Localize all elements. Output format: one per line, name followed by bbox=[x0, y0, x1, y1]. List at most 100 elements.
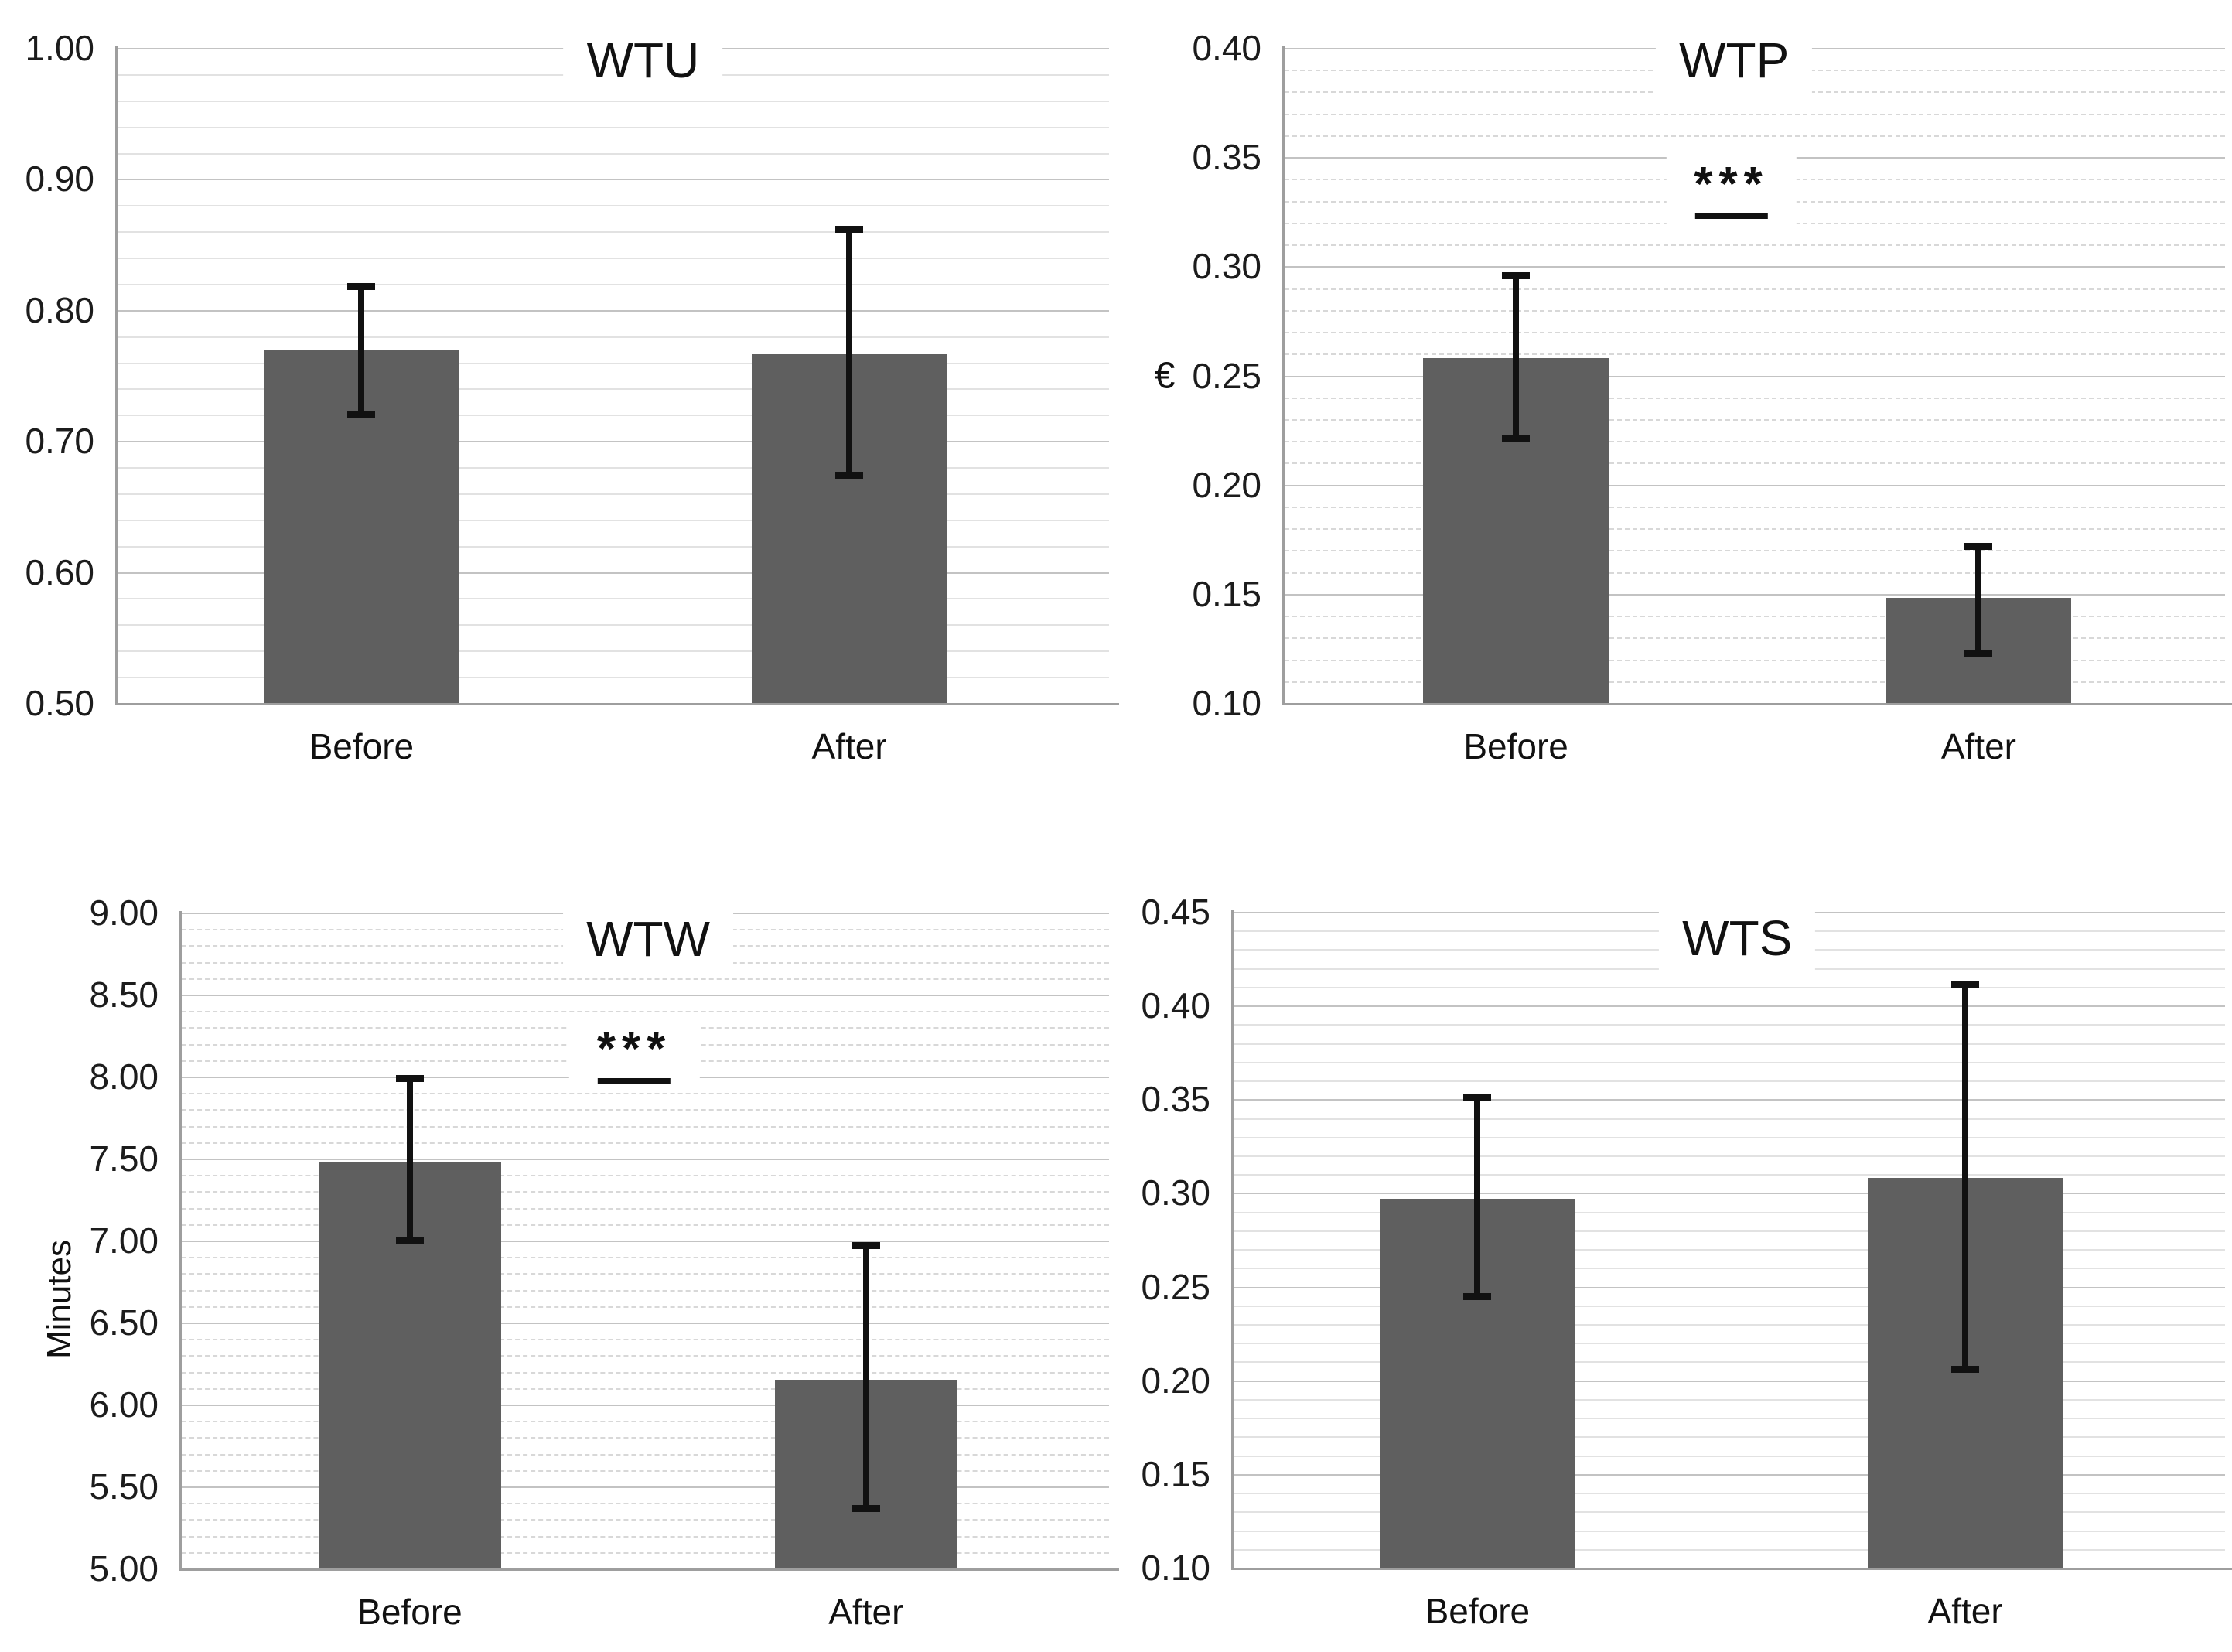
minor-gridline bbox=[1285, 332, 2225, 334]
minor-gridline bbox=[118, 545, 1109, 548]
minor-gridline bbox=[182, 1469, 1109, 1472]
minor-gridline bbox=[1234, 1155, 2225, 1157]
minor-gridline bbox=[182, 1109, 1109, 1111]
y-axis-tick-label: 0.25 bbox=[1141, 1266, 1210, 1307]
minor-gridline bbox=[182, 1289, 1109, 1292]
minor-gridline bbox=[182, 1306, 1109, 1308]
minor-gridline bbox=[1285, 659, 2225, 661]
y-axis-tick-label: 0.35 bbox=[1141, 1079, 1210, 1120]
significance-underline bbox=[1694, 213, 1768, 219]
y-axis-tick-label: 7.50 bbox=[89, 1138, 159, 1179]
minor-gridline bbox=[1234, 1136, 2225, 1138]
minor-gridline bbox=[182, 1191, 1109, 1193]
minor-gridline bbox=[1285, 397, 2225, 399]
minor-gridline bbox=[1234, 1361, 2225, 1364]
category-label-before: Before bbox=[1463, 726, 1568, 766]
minor-gridline bbox=[1234, 1418, 2225, 1420]
y-axis-tick-label: 8.50 bbox=[89, 974, 159, 1015]
minor-gridline bbox=[118, 650, 1109, 653]
major-gridline bbox=[182, 1405, 1109, 1406]
minor-gridline bbox=[182, 978, 1109, 980]
minor-gridline bbox=[1234, 1493, 2225, 1495]
chart-wtp: WTP *** € Before After 0.10 0.15 0.20 0.25 0… bbox=[1116, 0, 2232, 826]
minor-gridline bbox=[1234, 1305, 2225, 1307]
y-axis-tick-label: 0.90 bbox=[25, 159, 94, 200]
error-bar-after bbox=[835, 225, 864, 480]
y-axis-tick-label: 0.50 bbox=[25, 683, 94, 723]
minor-gridline bbox=[1285, 353, 2225, 356]
chart-wtw: WTW *** Minutes Before After 5.00 5.50 6.0… bbox=[0, 826, 1119, 1652]
minor-gridline bbox=[1234, 1249, 2225, 1251]
minor-gridline bbox=[118, 388, 1109, 391]
y-axis-tick-label: 0.40 bbox=[1141, 985, 1210, 1026]
minor-gridline bbox=[118, 258, 1109, 260]
minor-gridline bbox=[118, 415, 1109, 417]
plot-area: WTP *** € Before After 0.10 0.15 0.20 0.25 0… bbox=[1155, 26, 2232, 766]
y-axis-tick-label: 0.70 bbox=[25, 421, 94, 462]
major-gridline bbox=[1234, 1286, 2225, 1288]
category-label-after: After bbox=[811, 726, 887, 766]
category-label-after: After bbox=[828, 1592, 904, 1632]
minor-gridline bbox=[182, 1339, 1109, 1341]
minor-gridline bbox=[1285, 681, 2225, 683]
error-bar-before bbox=[395, 1075, 424, 1244]
minor-gridline bbox=[118, 231, 1109, 234]
minor-gridline bbox=[118, 624, 1109, 626]
chart-title: WTP bbox=[1656, 26, 1813, 94]
minor-gridline bbox=[1285, 572, 2225, 574]
minor-gridline bbox=[182, 1437, 1109, 1439]
x-axis-line bbox=[115, 703, 1119, 705]
minor-gridline bbox=[182, 1503, 1109, 1505]
minor-gridline bbox=[1285, 616, 2225, 618]
major-gridline bbox=[1234, 1099, 2225, 1101]
x-axis-line bbox=[179, 1568, 1119, 1571]
major-gridline bbox=[118, 441, 1109, 443]
minor-gridline bbox=[1234, 1324, 2225, 1326]
minor-gridline bbox=[118, 493, 1109, 495]
minor-gridline bbox=[1234, 986, 2225, 988]
y-axis-tick-label: 0.60 bbox=[25, 551, 94, 592]
y-axis-title: Minutes bbox=[40, 1239, 78, 1360]
y-axis-line bbox=[115, 46, 118, 705]
minor-gridline bbox=[182, 1519, 1109, 1521]
y-axis-tick-label: 0.15 bbox=[1141, 1453, 1210, 1494]
error-bar-after bbox=[1951, 981, 1980, 1374]
y-axis-tick-label: 0.45 bbox=[1141, 892, 1210, 932]
category-label-after: After bbox=[1927, 1591, 2003, 1631]
minor-gridline bbox=[1234, 1230, 2225, 1232]
minor-gridline bbox=[1234, 1268, 2225, 1270]
minor-gridline bbox=[118, 362, 1109, 364]
minor-gridline bbox=[1285, 637, 2225, 640]
major-gridline bbox=[182, 1241, 1109, 1242]
minor-gridline bbox=[1234, 1455, 2225, 1457]
major-gridline bbox=[1285, 375, 2225, 377]
minor-gridline bbox=[182, 1125, 1109, 1128]
minor-gridline bbox=[1234, 1061, 2225, 1063]
minor-gridline bbox=[1234, 1343, 2225, 1345]
minor-gridline bbox=[1234, 1024, 2225, 1026]
minor-gridline bbox=[1234, 1118, 2225, 1120]
error-bar-before bbox=[1463, 1094, 1492, 1300]
major-gridline bbox=[118, 179, 1109, 181]
major-gridline bbox=[182, 1323, 1109, 1324]
y-axis-tick-label: 9.00 bbox=[89, 893, 159, 933]
major-gridline bbox=[1234, 1193, 2225, 1195]
minor-gridline bbox=[1234, 1511, 2225, 1514]
y-axis-tick-label: 0.30 bbox=[1192, 246, 1261, 287]
minor-gridline bbox=[1234, 1530, 2225, 1532]
category-label-before: Before bbox=[1425, 1591, 1531, 1631]
y-axis-line bbox=[1282, 46, 1285, 705]
significance-stars: *** bbox=[1694, 157, 1769, 211]
y-axis-tick-label: 0.30 bbox=[1141, 1172, 1210, 1213]
y-axis-tick-label: 0.10 bbox=[1192, 683, 1261, 723]
y-axis-line bbox=[179, 911, 182, 1570]
minor-gridline bbox=[1285, 244, 2225, 247]
minor-gridline bbox=[1285, 288, 2225, 290]
y-axis-tick-label: 0.20 bbox=[1192, 464, 1261, 505]
minor-gridline bbox=[1234, 1174, 2225, 1176]
major-gridline bbox=[182, 995, 1109, 996]
minor-gridline bbox=[118, 283, 1109, 285]
y-axis-tick-label: 8.00 bbox=[89, 1056, 159, 1097]
major-gridline bbox=[182, 1486, 1109, 1488]
